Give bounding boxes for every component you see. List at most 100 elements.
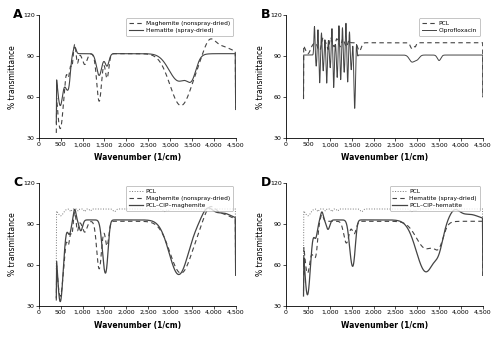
Ciprofloxacin [480, 94, 486, 98]
PCL [136, 207, 142, 211]
Maghemite (nonspray-dried) [194, 67, 200, 71]
Line: PCL–CIP–maghemite: PCL–CIP–maghemite [56, 208, 236, 301]
Ciprofloxacin [388, 53, 394, 57]
PCL–CIP–maghemite [206, 206, 212, 210]
Text: C: C [13, 176, 22, 189]
PCL–CIP–maghemite [57, 299, 63, 304]
PCL–CIP–hematite [452, 208, 458, 212]
PCL [232, 266, 238, 270]
PCL–CIP–maghemite [228, 213, 234, 217]
PCL [442, 207, 448, 211]
Hematite (spray-dried) [310, 253, 316, 257]
PCL–CIP–maghemite [232, 273, 238, 277]
Text: A: A [13, 8, 23, 21]
PCL–CIP–maghemite [54, 296, 60, 300]
Hematite (spray-dried) [54, 121, 60, 125]
PCL–CIP–maghemite [62, 238, 68, 242]
Text: B: B [260, 8, 270, 21]
Legend: PCL, Maghemite (nonspray-dried), PCL–CIP–maghemite: PCL, Maghemite (nonspray-dried), PCL–CIP… [126, 186, 232, 211]
PCL–CIP–maghemite [194, 224, 200, 228]
Maghemite (nonspray-dried) [54, 298, 60, 303]
Legend: PCL, Ciprofloxacin: PCL, Ciprofloxacin [419, 18, 480, 36]
PCL–CIP–hematite [300, 294, 306, 298]
Hematite (spray-dried) [194, 63, 200, 67]
PCL [474, 41, 480, 45]
Line: Maghemite (nonspray-dried): Maghemite (nonspray-dried) [56, 39, 236, 133]
Line: Ciprofloxacin: Ciprofloxacin [304, 23, 483, 108]
PCL [94, 207, 100, 211]
PCL [474, 207, 480, 211]
Hematite (spray-dried) [72, 45, 78, 49]
Hematite (spray-dried) [442, 230, 448, 234]
Line: Hematite (spray-dried): Hematite (spray-dried) [56, 47, 236, 123]
PCL–CIP–hematite [442, 229, 448, 233]
PCL–CIP–hematite [310, 239, 316, 243]
Maghemite (nonspray-dried) [54, 131, 60, 135]
X-axis label: Wavenumber (1/cm): Wavenumber (1/cm) [341, 321, 428, 330]
Y-axis label: % transmittance: % transmittance [8, 213, 18, 276]
PCL [474, 207, 480, 211]
Hematite (spray-dried) [383, 219, 389, 223]
PCL [388, 41, 394, 45]
Hematite (spray-dried) [300, 289, 306, 293]
X-axis label: Wavenumber (1/cm): Wavenumber (1/cm) [94, 153, 181, 162]
PCL [194, 207, 200, 211]
PCL [228, 207, 234, 211]
Maghemite (nonspray-dried) [228, 47, 234, 51]
Y-axis label: % transmittance: % transmittance [256, 45, 264, 109]
Hematite (spray-dried) [140, 52, 146, 56]
Maghemite (nonspray-dried) [136, 52, 141, 56]
Y-axis label: % transmittance: % transmittance [256, 213, 264, 276]
PCL [228, 207, 234, 211]
Legend: Maghemite (nonspray-dried), Hematite (spray-dried): Maghemite (nonspray-dried), Hematite (sp… [126, 18, 232, 36]
Line: Maghemite (nonspray-dried): Maghemite (nonspray-dried) [56, 207, 236, 300]
PCL–CIP–hematite [480, 273, 486, 277]
Hematite (spray-dried) [232, 107, 238, 112]
PCL–CIP–hematite [388, 218, 394, 222]
PCL–CIP–hematite [474, 214, 480, 218]
Maghemite (nonspray-dried) [62, 245, 68, 249]
Maghemite (nonspray-dried) [228, 215, 234, 219]
Ciprofloxacin [310, 53, 316, 57]
PCL [62, 208, 68, 212]
Ciprofloxacin [442, 53, 448, 57]
Ciprofloxacin [474, 53, 480, 57]
PCL–CIP–maghemite [136, 218, 142, 222]
Hematite (spray-dried) [136, 52, 142, 56]
PCL [474, 41, 480, 45]
PCL [140, 207, 146, 211]
Line: PCL: PCL [56, 209, 236, 269]
Maghemite (nonspray-dried) [136, 219, 141, 223]
Maghemite (nonspray-dried) [208, 37, 214, 41]
PCL [341, 207, 347, 211]
Hematite (spray-dried) [319, 213, 325, 217]
Ciprofloxacin [343, 21, 349, 25]
Hematite (spray-dried) [474, 219, 480, 223]
PCL [480, 266, 486, 270]
X-axis label: Wavenumber (1/cm): Wavenumber (1/cm) [341, 153, 428, 162]
PCL–CIP–maghemite [140, 218, 146, 222]
Maghemite (nonspray-dried) [232, 106, 238, 110]
Line: Hematite (spray-dried): Hematite (spray-dried) [304, 215, 483, 291]
Legend: PCL, Hematite (spray-dried), PCL–CIP–hematite: PCL, Hematite (spray-dried), PCL–CIP–hem… [390, 186, 480, 211]
PCL–CIP–hematite [474, 214, 480, 218]
PCL–CIP–hematite [383, 218, 389, 222]
PCL [310, 43, 316, 47]
X-axis label: Wavenumber (1/cm): Wavenumber (1/cm) [94, 321, 181, 330]
Hematite (spray-dried) [62, 86, 68, 90]
Ciprofloxacin [352, 106, 358, 111]
Ciprofloxacin [383, 53, 389, 57]
Maghemite (nonspray-dried) [140, 219, 146, 223]
Hematite (spray-dried) [388, 219, 394, 223]
Hematite (spray-dried) [228, 52, 234, 56]
Maghemite (nonspray-dried) [228, 215, 234, 219]
PCL [300, 267, 306, 271]
Maghemite (nonspray-dried) [232, 274, 238, 278]
Text: D: D [260, 176, 270, 189]
Maghemite (nonspray-dried) [228, 47, 234, 51]
PCL–CIP–maghemite [228, 213, 234, 217]
Line: PCL: PCL [304, 37, 483, 99]
PCL [480, 95, 486, 99]
Ciprofloxacin [300, 94, 306, 98]
Line: PCL–CIP–hematite: PCL–CIP–hematite [304, 210, 483, 296]
